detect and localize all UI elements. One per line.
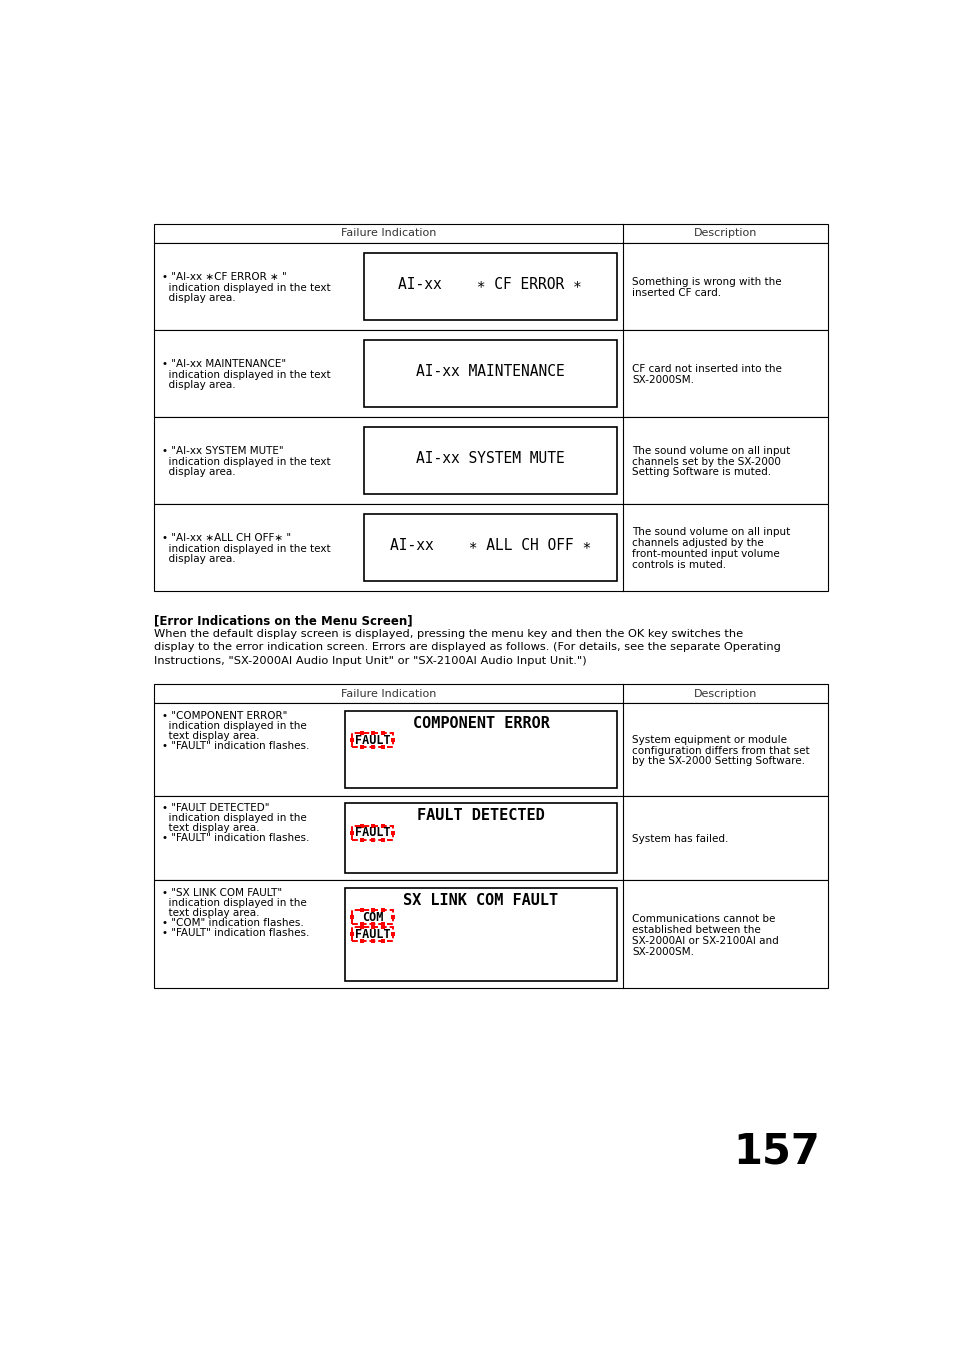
- Text: indication displayed in the text: indication displayed in the text: [162, 282, 330, 293]
- Text: channels adjusted by the: channels adjusted by the: [632, 539, 763, 548]
- Text: Setting Software is muted.: Setting Software is muted.: [632, 467, 770, 478]
- Bar: [154, 329, 827, 417]
- Text: [Error Indications on the Menu Screen]: [Error Indications on the Menu Screen]: [154, 614, 413, 626]
- Text: Description: Description: [693, 228, 757, 238]
- Text: text display area.: text display area.: [162, 732, 259, 741]
- Bar: [154, 795, 827, 880]
- Text: display area.: display area.: [162, 381, 235, 390]
- Bar: [345, 711, 616, 788]
- Text: • "FAULT" indication flashes.: • "FAULT" indication flashes.: [162, 833, 309, 844]
- Text: • "COMPONENT ERROR": • "COMPONENT ERROR": [162, 711, 287, 721]
- Text: • "AI-xx SYSTEM MUTE": • "AI-xx SYSTEM MUTE": [162, 446, 283, 456]
- Bar: [345, 803, 616, 872]
- Bar: [154, 703, 827, 795]
- Text: SX-2000SM.: SX-2000SM.: [632, 375, 693, 385]
- Bar: [352, 733, 393, 747]
- Text: display to the error indication screen. Errors are displayed as follows. (For de: display to the error indication screen. …: [154, 643, 781, 652]
- Text: indication displayed in the: indication displayed in the: [162, 814, 306, 824]
- Text: • "AI-xx ∗ALL CH OFF∗ ": • "AI-xx ∗ALL CH OFF∗ ": [162, 533, 291, 543]
- Text: inserted CF card.: inserted CF card.: [632, 288, 720, 298]
- Text: FAULT DETECTED: FAULT DETECTED: [416, 809, 544, 824]
- Text: FAULT: FAULT: [355, 927, 390, 941]
- Text: Communications cannot be: Communications cannot be: [632, 914, 775, 925]
- Bar: [154, 243, 827, 329]
- Text: CF card not inserted into the: CF card not inserted into the: [632, 364, 781, 374]
- Text: Failure Indication: Failure Indication: [340, 688, 436, 699]
- Text: AI-xx    ∗ CF ERROR ∗: AI-xx ∗ CF ERROR ∗: [398, 277, 581, 293]
- Text: Failure Indication: Failure Indication: [340, 228, 436, 238]
- Text: indication displayed in the: indication displayed in the: [162, 721, 306, 730]
- Text: configuration differs from that set: configuration differs from that set: [632, 745, 809, 756]
- Bar: [154, 504, 827, 591]
- Text: The sound volume on all input: The sound volume on all input: [632, 528, 789, 537]
- Text: 157: 157: [733, 1130, 820, 1172]
- Text: text display area.: text display area.: [162, 909, 259, 918]
- Bar: [364, 340, 616, 406]
- Text: text display area.: text display area.: [162, 824, 259, 833]
- Text: AI-xx    ∗ ALL CH OFF ∗: AI-xx ∗ ALL CH OFF ∗: [390, 539, 590, 553]
- Text: SX-2000SM.: SX-2000SM.: [632, 946, 693, 957]
- Text: COM: COM: [361, 911, 383, 923]
- Text: display area.: display area.: [162, 467, 235, 478]
- Text: Something is wrong with the: Something is wrong with the: [632, 277, 781, 288]
- Text: COMPONENT ERROR: COMPONENT ERROR: [412, 716, 549, 730]
- Bar: [154, 417, 827, 504]
- Text: • "FAULT DETECTED": • "FAULT DETECTED": [162, 803, 269, 814]
- Text: controls is muted.: controls is muted.: [632, 560, 725, 570]
- Text: established between the: established between the: [632, 925, 760, 936]
- Bar: [352, 910, 393, 925]
- Text: indication displayed in the text: indication displayed in the text: [162, 370, 330, 379]
- Text: FAULT: FAULT: [355, 826, 390, 840]
- Text: Description: Description: [693, 688, 757, 699]
- Text: • "AI-xx ∗CF ERROR ∗ ": • "AI-xx ∗CF ERROR ∗ ": [162, 271, 286, 282]
- Text: The sound volume on all input: The sound volume on all input: [632, 446, 789, 456]
- Bar: [364, 514, 616, 580]
- Bar: [154, 224, 827, 243]
- Bar: [352, 927, 393, 941]
- Text: AI-xx MAINTENANCE: AI-xx MAINTENANCE: [416, 364, 564, 379]
- Text: System has failed.: System has failed.: [632, 834, 728, 844]
- Text: SX LINK COM FAULT: SX LINK COM FAULT: [403, 892, 558, 909]
- Bar: [352, 826, 393, 840]
- Text: System equipment or module: System equipment or module: [632, 734, 786, 745]
- Text: • "SX LINK COM FAULT": • "SX LINK COM FAULT": [162, 888, 282, 898]
- Text: FAULT: FAULT: [355, 734, 390, 747]
- Text: • "AI-xx MAINTENANCE": • "AI-xx MAINTENANCE": [162, 359, 286, 369]
- Text: • "FAULT" indication flashes.: • "FAULT" indication flashes.: [162, 741, 309, 751]
- Text: front-mounted input volume: front-mounted input volume: [632, 549, 779, 559]
- Text: indication displayed in the text: indication displayed in the text: [162, 456, 330, 467]
- Text: Instructions, "SX-2000AI Audio Input Unit" or "SX-2100AI Audio Input Unit."): Instructions, "SX-2000AI Audio Input Uni…: [154, 656, 586, 666]
- Bar: [154, 684, 827, 703]
- Bar: [364, 427, 616, 494]
- Text: When the default display screen is displayed, pressing the menu key and then the: When the default display screen is displ…: [154, 629, 742, 640]
- Bar: [364, 252, 616, 320]
- Bar: [345, 888, 616, 980]
- Text: SX-2000AI or SX-2100AI and: SX-2000AI or SX-2100AI and: [632, 936, 778, 946]
- Text: display area.: display area.: [162, 555, 235, 564]
- Text: AI-xx SYSTEM MUTE: AI-xx SYSTEM MUTE: [416, 451, 564, 466]
- Text: • "COM" indication flashes.: • "COM" indication flashes.: [162, 918, 303, 929]
- Bar: [154, 880, 827, 988]
- Text: by the SX-2000 Setting Software.: by the SX-2000 Setting Software.: [632, 756, 804, 767]
- Text: indication displayed in the: indication displayed in the: [162, 898, 306, 909]
- Text: channels set by the SX-2000: channels set by the SX-2000: [632, 456, 781, 467]
- Text: • "FAULT" indication flashes.: • "FAULT" indication flashes.: [162, 929, 309, 938]
- Text: display area.: display area.: [162, 293, 235, 304]
- Text: indication displayed in the text: indication displayed in the text: [162, 544, 330, 554]
